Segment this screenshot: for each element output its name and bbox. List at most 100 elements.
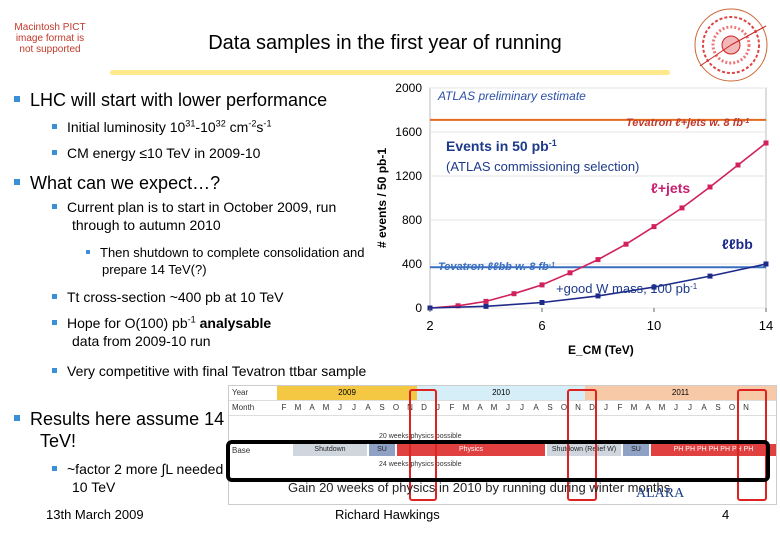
events-chart: 0 400 800 1200 1600 2000 2 6 10 14 ATLAS prelimin… [375, 81, 773, 357]
month-cell: A [477, 403, 483, 412]
y-tick-label: 800 [402, 213, 422, 227]
month-cell: J [604, 403, 608, 412]
lumi-unit: cm [225, 119, 249, 135]
lumi-unit2: s [256, 119, 264, 135]
month-cell: A [645, 403, 651, 412]
bullet-plan: Current plan is to start in October 2009… [52, 198, 372, 234]
bullet-lhc-text: LHC will start with lower performance [30, 90, 328, 110]
segment-su-2: SU [623, 444, 649, 456]
month-cell: F [281, 403, 287, 412]
month-cell: O [728, 403, 736, 412]
month-cell: A [365, 403, 371, 412]
data-point [623, 241, 629, 247]
results-text: Results here assume 14 TeV! [30, 409, 225, 451]
month-cell: A [533, 403, 539, 412]
month-cell: N [743, 403, 749, 412]
data-point [455, 303, 461, 309]
data-point [539, 282, 545, 288]
footer-page-number: 4 [722, 507, 730, 522]
y-tick-label: 0 [415, 301, 422, 315]
gain-note: Gain 20 weeks of physics in 2010 by runn… [288, 480, 671, 495]
good-w-mass-note: +good W mass, 100 pb-1 [556, 281, 698, 296]
hope-bold: analysable [195, 315, 272, 331]
xsec-text: Tt cross-section ~400 pb at 10 TeV [67, 289, 284, 305]
base-schedule-highlight [226, 440, 770, 482]
month-cell: M [490, 403, 498, 412]
data-point [511, 291, 517, 297]
llbb-series-label: ℓℓbb [722, 236, 753, 252]
bullet-lhc: LHC will start with lower performance [14, 89, 327, 111]
events-subtitle: (ATLAS commissioning selection) [446, 159, 639, 174]
month-cell: J [674, 403, 678, 412]
segment-shutdown: Shutdown [293, 444, 367, 456]
x-tick-label: 14 [759, 318, 773, 333]
note-20-weeks: 20 weeks physics possible [379, 433, 462, 440]
shutdown-text: Then shutdown to complete consolidation … [100, 245, 365, 277]
data-point [595, 293, 601, 299]
lumi-text: Initial luminosity 10 [67, 119, 186, 135]
hope-text: Hope for O(100) pb [67, 315, 188, 331]
atlas-event-logo [694, 8, 768, 82]
month-cell: S [547, 403, 553, 412]
y-tick-label: 400 [402, 257, 422, 271]
month-cell: D [589, 403, 595, 412]
month-cell: J [506, 403, 510, 412]
bullet-luminosity: Initial luminosity 1031-1032 cm-2s-1 [52, 118, 272, 136]
month-cell: J [520, 403, 524, 412]
ljets-series-label: ℓ+jets [651, 180, 690, 196]
plan-text: Current plan is to start in October 2009… [67, 199, 337, 233]
lumi-exp3: -2 [248, 118, 257, 129]
alara-label: ALARA [636, 486, 685, 501]
hope-rest: data from 2009-10 run [72, 333, 211, 349]
expect-text: What can we expect…? [30, 173, 221, 193]
chart-title: ATLAS preliminary estimate [437, 89, 586, 103]
segment-shutdown-relief: Shutdown (Relief W) [547, 444, 621, 456]
month-cell: D [421, 403, 427, 412]
note-24-weeks: 24 weeks physics possible [379, 461, 462, 468]
data-point [651, 284, 657, 290]
month-cell: J [352, 403, 356, 412]
month-cell: S [715, 403, 721, 412]
tevatron-ljets-label: Tevatron ℓ+jets w. 8 fb-1 [626, 117, 749, 129]
data-point [679, 205, 685, 211]
highlight-frame-2 [567, 389, 597, 501]
month-cell: M [294, 403, 302, 412]
lumi-exp1: 31 [185, 118, 196, 129]
x-tick-label: 2 [426, 318, 433, 333]
lumi-exp4: -1 [263, 118, 272, 129]
data-point [595, 257, 601, 263]
month-cell: J [338, 403, 342, 412]
month-cell: S [379, 403, 385, 412]
x-tick-label: 10 [647, 318, 661, 333]
month-cell: F [617, 403, 623, 412]
bullet-energy: CM energy ≤10 TeV in 2009-10 [52, 144, 260, 162]
month-cell: O [392, 403, 400, 412]
month-cell: M [462, 403, 470, 412]
bullet-competitive: Very competitive with final Tevatron ttb… [52, 362, 382, 380]
tevatron-llbb-label: Tevatron ℓℓbb w. 8 fb-1 [438, 261, 555, 273]
data-point [763, 140, 769, 146]
data-point [651, 224, 657, 230]
data-point [567, 270, 573, 276]
year-2009: 2009 [277, 386, 417, 400]
bullet-shutdown: Then shutdown to complete consolidation … [86, 244, 392, 278]
plot-frame [429, 87, 767, 309]
month-cell: J [688, 403, 692, 412]
year-2011: 2011 [585, 386, 776, 400]
month-cell: O [560, 403, 568, 412]
x-axis-label: E_CM (TeV) [568, 343, 634, 357]
factor-text: ~factor 2 more ∫L needed at 10 TeV [67, 461, 239, 495]
data-point [483, 303, 489, 309]
lumi-exp2: 32 [215, 118, 226, 129]
events-title: Events in 50 pb-1 [446, 138, 557, 154]
bullet-results: Results here assume 14 TeV! [14, 408, 240, 452]
segment-su-1: SU [369, 444, 395, 456]
pict-placeholder: Macintosh PICT image format is not suppo… [14, 22, 86, 55]
bullet-marker [14, 96, 20, 103]
footer-date: 13th March 2009 [46, 507, 144, 522]
data-point [483, 298, 489, 304]
month-cell: N [575, 403, 581, 412]
y-tick-label: 1200 [395, 169, 422, 183]
